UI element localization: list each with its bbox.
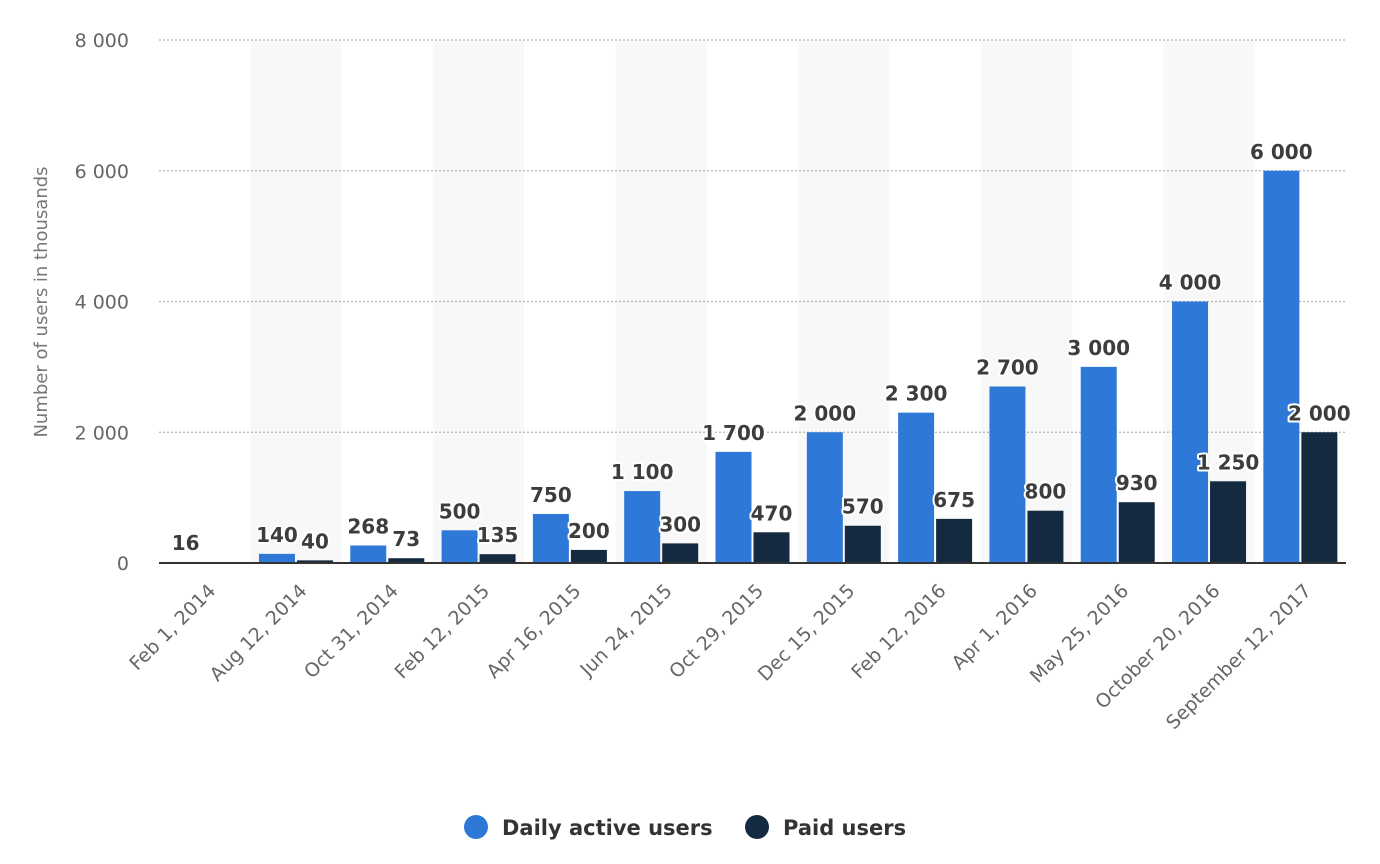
data-label-paid-users: 73 [392, 527, 420, 551]
legend-marker-daily-active-users [464, 815, 488, 839]
bar-daily-active-users-october-20-2016[interactable] [1172, 301, 1209, 564]
data-label-paid-users: 40 [301, 529, 329, 553]
bar-daily-active-users-oct-29-2015[interactable] [715, 451, 752, 563]
data-label-paid-users: 300 [659, 512, 701, 536]
bar-paid-users-apr-1-2016[interactable] [1027, 510, 1064, 563]
data-label-paid-users: 800 [1025, 480, 1067, 504]
data-label-daily-active-users: 4 000 [1159, 271, 1222, 295]
x-tick-label: Oct 29, 2015 [665, 580, 768, 683]
bar-daily-active-users-jun-24-2015[interactable] [624, 491, 661, 563]
data-label-paid-users: 2 000 [1288, 401, 1351, 425]
x-tick-label: Feb 12, 2015 [391, 580, 494, 683]
bar-daily-active-users-apr-1-2016[interactable] [989, 386, 1026, 563]
bar-daily-active-users-oct-31-2014[interactable] [350, 545, 387, 563]
bars [167, 170, 1338, 564]
bar-paid-users-apr-16-2015[interactable] [570, 549, 607, 563]
data-label-paid-users: 570 [842, 495, 884, 519]
data-label-daily-active-users: 3 000 [1067, 336, 1130, 360]
data-label-paid-users: 135 [477, 523, 519, 547]
bar-daily-active-users-aug-12-2014[interactable] [258, 553, 295, 563]
bar-daily-active-users-feb-12-2016[interactable] [898, 412, 935, 563]
background-band [615, 40, 707, 563]
bar-daily-active-users-september-12-2017[interactable] [1263, 170, 1300, 563]
data-label-paid-users: 675 [933, 488, 975, 512]
legend-item-paid-users[interactable]: Paid users [745, 815, 906, 840]
y-tick-label: 6 000 [75, 161, 129, 183]
bar-paid-users-feb-12-2016[interactable] [936, 518, 973, 563]
bar-paid-users-october-20-2016[interactable] [1210, 481, 1247, 563]
bar-paid-users-oct-29-2015[interactable] [753, 532, 790, 563]
data-label-daily-active-users: 1 700 [702, 421, 765, 445]
data-label-daily-active-users: 500 [439, 499, 481, 523]
data-labels: 16 140 268 500 750 1 100 1 700 2 000 2 300 2 700 3… [170, 138, 1353, 557]
x-tick-label: Jun 24, 2015 [575, 580, 676, 681]
bar-paid-users-aug-12-2014[interactable] [296, 560, 333, 563]
data-label-daily-active-users: 268 [347, 514, 389, 538]
legend-item-daily-active-users[interactable]: Daily active users [464, 815, 713, 840]
bar-paid-users-jun-24-2015[interactable] [662, 543, 699, 563]
bar-paid-users-oct-31-2014[interactable] [388, 558, 425, 563]
data-label-daily-active-users: 750 [530, 483, 572, 507]
bar-paid-users-september-12-2017[interactable] [1301, 432, 1338, 563]
bar-daily-active-users-dec-15-2015[interactable] [806, 432, 843, 563]
data-label-paid-users: 1 250 [1197, 450, 1260, 474]
x-tick-label: Feb 12, 2016 [847, 580, 950, 683]
y-gridlines [159, 39, 1346, 433]
data-label-daily-active-users: 6 000 [1250, 140, 1313, 164]
y-axis-tick-labels: 0 2 000 4 000 6 000 8 000 [75, 30, 129, 575]
data-label-daily-active-users: 2 300 [885, 382, 948, 406]
y-tick-label: 2 000 [75, 422, 129, 444]
data-label-paid-users: 930 [1116, 471, 1158, 495]
legend: Daily active users Paid users [464, 815, 906, 840]
bar-daily-active-users-feb-12-2015[interactable] [441, 530, 478, 563]
bar-paid-users-dec-15-2015[interactable] [844, 525, 881, 563]
legend-marker-paid-users [745, 815, 769, 839]
data-label-daily-active-users: 1 100 [611, 460, 674, 484]
x-tick-label: Dec 15, 2015 [754, 580, 860, 686]
bar-daily-active-users-may-25-2016[interactable] [1080, 366, 1117, 563]
data-label-paid-users: 470 [751, 501, 793, 525]
y-tick-label: 4 000 [75, 292, 129, 314]
x-tick-label: Oct 31, 2014 [300, 580, 403, 683]
data-label-daily-active-users: 16 [172, 531, 200, 555]
data-label-paid-users: 200 [568, 519, 610, 543]
x-tick-label: Apr 16, 2015 [483, 580, 586, 683]
y-axis-title: Number of users in thousands [31, 166, 52, 437]
background-band [432, 40, 525, 563]
y-tick-label: 0 [117, 553, 129, 575]
legend-label-paid-users: Paid users [783, 816, 906, 840]
legend-label-daily-active-users: Daily active users [502, 816, 713, 840]
data-label-daily-active-users: 2 700 [976, 355, 1039, 379]
bar-daily-active-users-apr-16-2015[interactable] [532, 513, 569, 563]
x-tick-label: Aug 12, 2014 [206, 580, 312, 686]
bar-paid-users-may-25-2016[interactable] [1118, 502, 1155, 563]
x-tick-label: Apr 1, 2016 [948, 580, 1042, 674]
data-label-daily-active-users: 2 000 [793, 401, 856, 425]
bar-paid-users-feb-12-2015[interactable] [479, 554, 516, 563]
data-label-daily-active-users: 140 [256, 523, 298, 547]
y-tick-label: 8 000 [75, 30, 129, 52]
x-tick-label: Feb 1, 2014 [125, 580, 220, 675]
